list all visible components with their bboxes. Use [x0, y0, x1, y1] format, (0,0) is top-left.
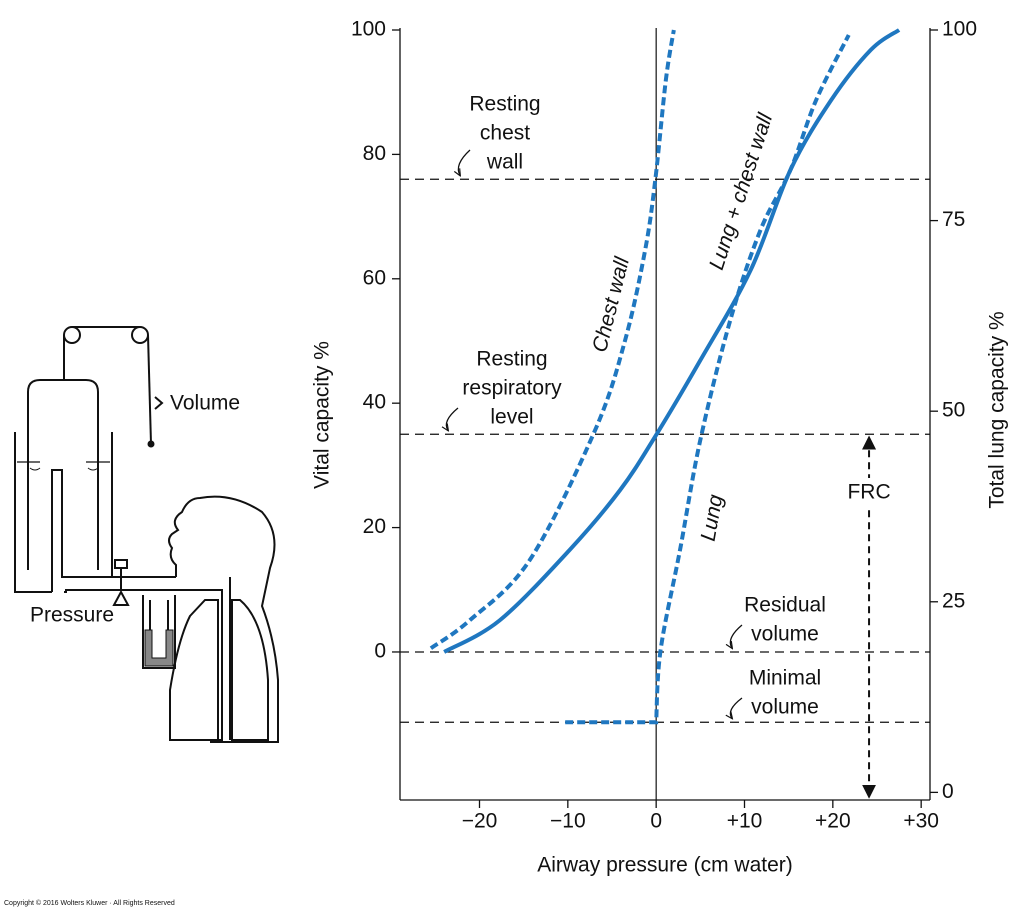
spirometer-diagram — [14, 326, 279, 743]
reference-arrow — [730, 697, 743, 718]
reference-label: Resting — [476, 348, 547, 371]
frc-label: FRC — [847, 481, 890, 504]
plot: 0 20 40 60 80 100 0 25 50 75 100 −20 −10 0 +10 +20 +30 Ai… — [311, 18, 1009, 877]
y-tick-label: 20 — [363, 515, 386, 538]
reference-label: chest — [480, 122, 530, 145]
y2-tick-label: 25 — [942, 589, 965, 612]
reference-label: Minimal — [749, 667, 821, 690]
curve-label: Lung — [697, 493, 728, 543]
y-tick-label: 0 — [374, 640, 386, 663]
reference-label: respiratory — [462, 377, 562, 400]
y2-tick-label: 0 — [942, 780, 954, 803]
y-tick-label: 100 — [351, 18, 386, 41]
curve — [443, 28, 901, 654]
pressure-label: Pressure — [30, 604, 114, 627]
y-tick-label: 60 — [363, 266, 386, 289]
reference-arrow — [458, 149, 471, 175]
x-tick-label: +30 — [903, 810, 939, 833]
reference-arrow — [446, 407, 459, 430]
reference-label: Residual — [744, 594, 826, 617]
frc-label-bg — [843, 478, 896, 506]
reference-label: wall — [486, 151, 523, 174]
x-tick-label: −20 — [462, 810, 498, 833]
y2-tick-label: 100 — [942, 18, 977, 41]
x-axis-label: Airway pressure (cm water) — [537, 854, 793, 877]
curve — [565, 34, 851, 725]
x-tick-label: 0 — [650, 810, 662, 833]
y-tick-label: 40 — [363, 391, 386, 414]
y2-axis-label: Total lung capacity % — [986, 311, 1009, 508]
y2-tick-label: 75 — [942, 208, 965, 231]
reference-label: Resting — [469, 93, 540, 116]
reference-label: level — [490, 406, 533, 429]
curve — [429, 29, 676, 650]
volume-label: Volume — [170, 392, 240, 415]
reference-label: volume — [751, 623, 819, 646]
curve-label: Lung + chest wall — [705, 109, 778, 272]
reference-label: volume — [751, 696, 819, 719]
x-tick-label: +20 — [815, 810, 851, 833]
x-tick-label: +10 — [727, 810, 763, 833]
y-axis-label: Vital capacity % — [311, 341, 334, 489]
y-tick-label: 80 — [363, 142, 386, 165]
copyright: Copyright © 2016 Wolters Kluwer · All Ri… — [4, 899, 175, 907]
reference-arrow — [730, 624, 743, 648]
x-tick-label: −10 — [550, 810, 586, 833]
y2-tick-label: 50 — [942, 399, 965, 422]
